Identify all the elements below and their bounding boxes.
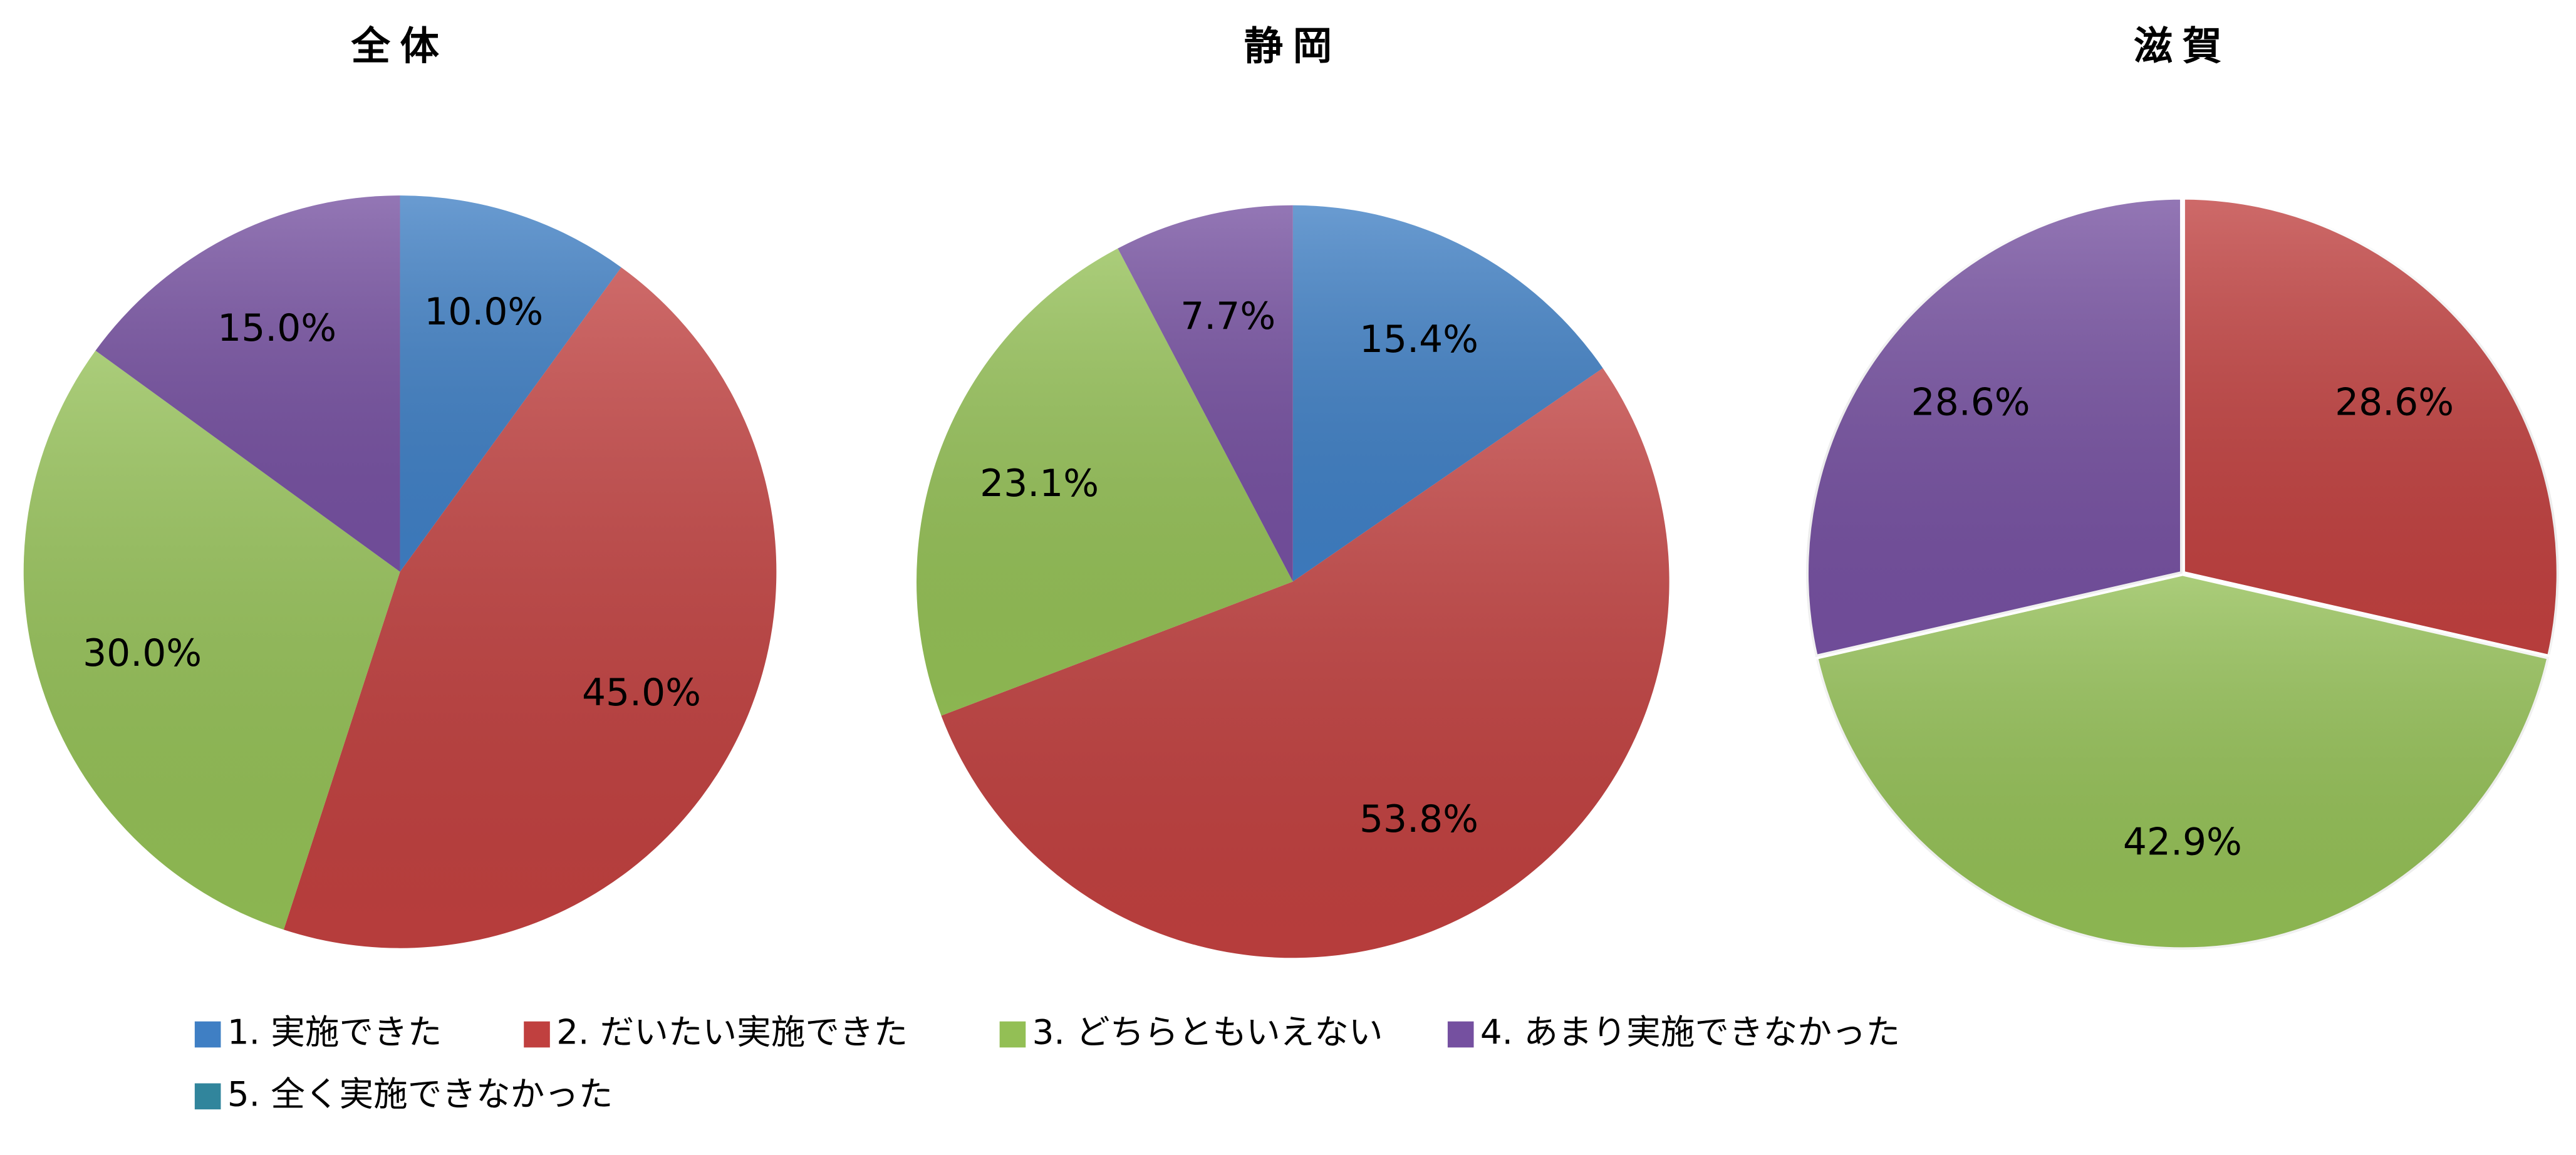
data-label: 15.0% — [217, 306, 336, 350]
legend-swatch — [194, 1021, 221, 1048]
slice-shade — [23, 350, 400, 930]
slice-shade — [1292, 205, 1603, 582]
data-label: 28.6% — [1911, 380, 2030, 424]
slice-shade — [917, 248, 1293, 716]
slice-shade — [1806, 197, 2183, 658]
legend-swatch — [524, 1021, 550, 1048]
legend-label: 4. あまり実施できなかった — [1480, 1012, 1900, 1052]
slice-shade — [1815, 573, 2550, 950]
legend-label: 2. だいたい実施できた — [556, 1012, 908, 1052]
data-label: 7.7% — [1180, 294, 1275, 338]
legend-swatch — [194, 1083, 221, 1110]
slice-shade — [283, 267, 777, 948]
chart-title: 静岡 — [1244, 23, 1342, 69]
slice-shade — [941, 368, 1670, 958]
data-label: 42.9% — [2123, 821, 2242, 864]
slice-shade — [400, 195, 621, 572]
data-label: 45.0% — [582, 671, 701, 715]
legend-swatch — [999, 1021, 1026, 1048]
data-label: 10.0% — [424, 290, 543, 334]
slice-shade — [1118, 205, 1293, 582]
legend-label: 1. 実施できた — [227, 1012, 442, 1052]
legend-label: 5. 全く実施できなかった — [227, 1074, 613, 1114]
chart-title: 滋賀 — [2134, 23, 2231, 69]
slice-shade — [95, 195, 400, 572]
data-label: 28.6% — [2335, 380, 2454, 424]
data-label: 15.4% — [1359, 318, 1478, 361]
data-label: 53.8% — [1359, 797, 1478, 841]
chart-title: 全体 — [351, 23, 449, 69]
data-label: 30.0% — [83, 631, 202, 675]
slice-shade — [2182, 197, 2559, 658]
legend-label: 3. どちらともいえない — [1032, 1012, 1383, 1052]
data-label: 23.1% — [980, 462, 1099, 505]
legend-swatch — [1447, 1021, 1474, 1048]
